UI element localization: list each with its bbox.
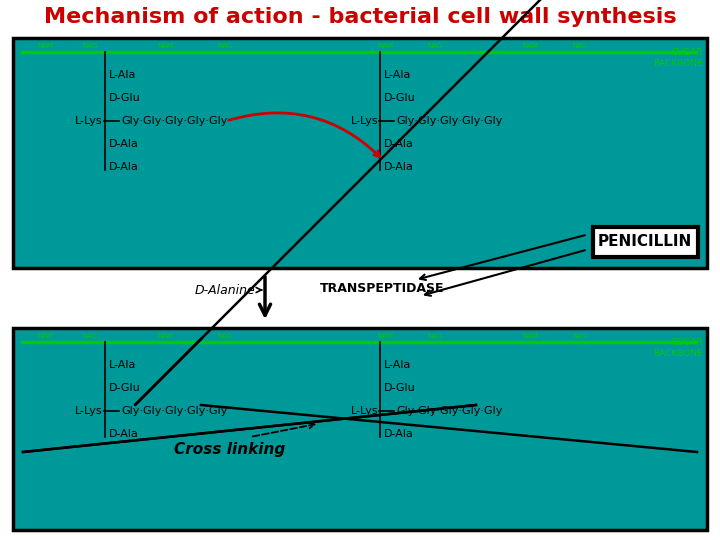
Text: D-Ala: D-Ala bbox=[384, 139, 414, 149]
Text: NAG: NAG bbox=[428, 333, 443, 339]
Bar bbox=[13, 38, 707, 268]
Text: D-Ala: D-Ala bbox=[109, 162, 139, 172]
Text: NAM: NAM bbox=[377, 43, 393, 49]
Text: NAG: NAG bbox=[217, 333, 233, 339]
Text: NAG: NAG bbox=[82, 333, 98, 339]
Text: L-Ala: L-Ala bbox=[109, 70, 136, 80]
Text: D-Ala: D-Ala bbox=[384, 162, 414, 172]
Text: NAM: NAM bbox=[157, 333, 173, 339]
Text: D-Alanine: D-Alanine bbox=[195, 284, 261, 296]
Text: NAM: NAM bbox=[37, 333, 53, 339]
Text: L-Lys: L-Lys bbox=[76, 116, 103, 126]
Text: NAG: NAG bbox=[572, 333, 588, 339]
Text: Gly·Gly·Gly·Gly·Gly: Gly·Gly·Gly·Gly·Gly bbox=[121, 406, 228, 416]
Text: NAG: NAG bbox=[82, 43, 98, 49]
Text: L-Ala: L-Ala bbox=[384, 360, 411, 370]
Text: NAG: NAG bbox=[428, 43, 443, 49]
Text: SUGAR
BACKBONE: SUGAR BACKBONE bbox=[653, 338, 703, 358]
Text: Gly·Gly·Gly·Gly·Gly: Gly·Gly·Gly·Gly·Gly bbox=[396, 406, 503, 416]
Text: D-Ala: D-Ala bbox=[384, 429, 414, 439]
Text: SUGAR
BACKBONE: SUGAR BACKBONE bbox=[653, 48, 703, 68]
Text: L-Lys: L-Lys bbox=[76, 406, 103, 416]
Text: L-Lys: L-Lys bbox=[351, 116, 378, 126]
Text: D-Glu: D-Glu bbox=[109, 383, 140, 393]
Text: NAG: NAG bbox=[572, 43, 588, 49]
Text: D-Glu: D-Glu bbox=[384, 383, 415, 393]
Text: TRANSPEPTIDASE: TRANSPEPTIDASE bbox=[320, 281, 444, 294]
Text: D-Glu: D-Glu bbox=[109, 93, 140, 103]
Text: Gly·Gly·Gly·Gly·Gly: Gly·Gly·Gly·Gly·Gly bbox=[121, 116, 228, 126]
Text: D-Ala: D-Ala bbox=[109, 139, 139, 149]
Text: NAM: NAM bbox=[377, 333, 393, 339]
Text: NAM: NAM bbox=[522, 43, 538, 49]
Text: NAG: NAG bbox=[217, 43, 233, 49]
Text: D-Ala: D-Ala bbox=[109, 429, 139, 439]
Text: L-Lys: L-Lys bbox=[351, 406, 378, 416]
Text: Mechanism of action - bacterial cell wall synthesis: Mechanism of action - bacterial cell wal… bbox=[44, 7, 676, 27]
Text: NAM: NAM bbox=[37, 43, 53, 49]
Text: Cross linking: Cross linking bbox=[174, 442, 286, 457]
Text: NAM: NAM bbox=[522, 333, 538, 339]
Bar bbox=[593, 227, 698, 257]
Text: L-Ala: L-Ala bbox=[109, 360, 136, 370]
Bar bbox=[13, 328, 707, 530]
Text: NAM: NAM bbox=[157, 43, 173, 49]
Text: PENICILLIN: PENICILLIN bbox=[598, 234, 692, 249]
Text: D-Glu: D-Glu bbox=[384, 93, 415, 103]
Text: L-Ala: L-Ala bbox=[384, 70, 411, 80]
Text: Gly·Gly·Gly·Gly·Gly: Gly·Gly·Gly·Gly·Gly bbox=[396, 116, 503, 126]
